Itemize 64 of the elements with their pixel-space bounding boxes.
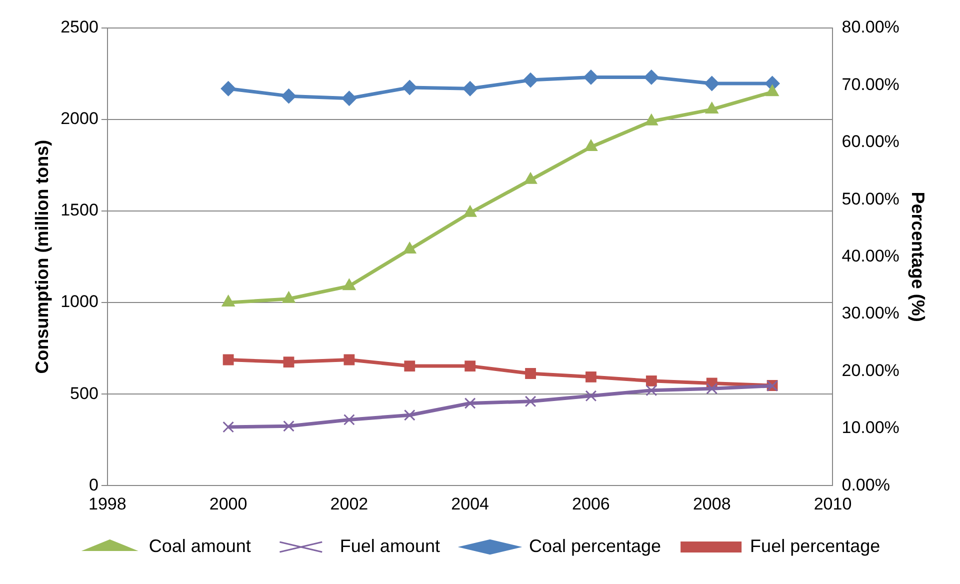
point [766,84,779,96]
point [585,390,597,402]
point [220,81,236,96]
y2-tick-label: 80.00% [842,18,900,37]
y-tick-label: 0 [88,475,98,494]
y-tick-label: 2000 [60,109,98,128]
point [705,102,718,114]
point [281,88,296,104]
point [583,70,598,85]
y2-tick-label: 40.00% [842,246,900,266]
point [342,278,356,290]
point [704,76,720,91]
point [402,80,418,95]
x-tick-label: 2000 [209,494,248,514]
y2-tick-label: 70.00% [842,74,900,94]
point [344,354,355,366]
x-tick-label: 2010 [814,494,852,514]
point [404,409,416,421]
y2-tick-label: 0.00% [842,475,890,494]
point [646,384,658,396]
point [644,114,658,126]
legend-label: Coal amount [148,536,251,556]
y2-tick-label: 20.00% [842,360,900,380]
point [462,81,478,96]
point [586,371,596,382]
x-tick-label: 2008 [692,494,731,514]
x-tick-label: 2004 [451,494,489,514]
point [524,172,538,184]
point [404,360,416,372]
point [646,375,657,386]
point [464,205,477,217]
y2-axis-title: Percentage (%) [908,192,928,322]
y-tick-label: 1500 [60,200,98,220]
x-tick-label: 1998 [88,494,126,514]
point [222,354,234,366]
y-tick-label: 500 [70,384,98,403]
point [584,139,598,151]
point [343,414,355,426]
y-tick-label: 2500 [60,18,98,37]
point [342,90,357,106]
point [644,70,659,85]
legend-label: Fuel amount [340,536,440,556]
point [523,72,538,88]
point [283,420,294,432]
y2-tick-label: 30.00% [842,304,900,323]
point [464,360,476,372]
x-tick-label: 2006 [572,494,610,514]
y2-tick-label: 10.00% [842,418,900,438]
x-tick-label: 2002 [330,494,368,514]
y2-tick-label: 50.00% [842,189,900,208]
point [524,396,536,408]
point [403,242,416,254]
y2-tick-label: 60.00% [842,132,900,152]
point [706,382,718,394]
legend-label: Fuel percentage [750,536,880,556]
point [282,291,296,303]
point [222,421,234,433]
point [283,356,294,368]
point [222,295,235,307]
y-axis-title: Consumption (million tons) [32,140,52,374]
legend-label: Coal percentage [528,536,662,556]
point [525,368,536,379]
y-tick-label: 1000 [60,292,98,312]
point [464,398,476,409]
